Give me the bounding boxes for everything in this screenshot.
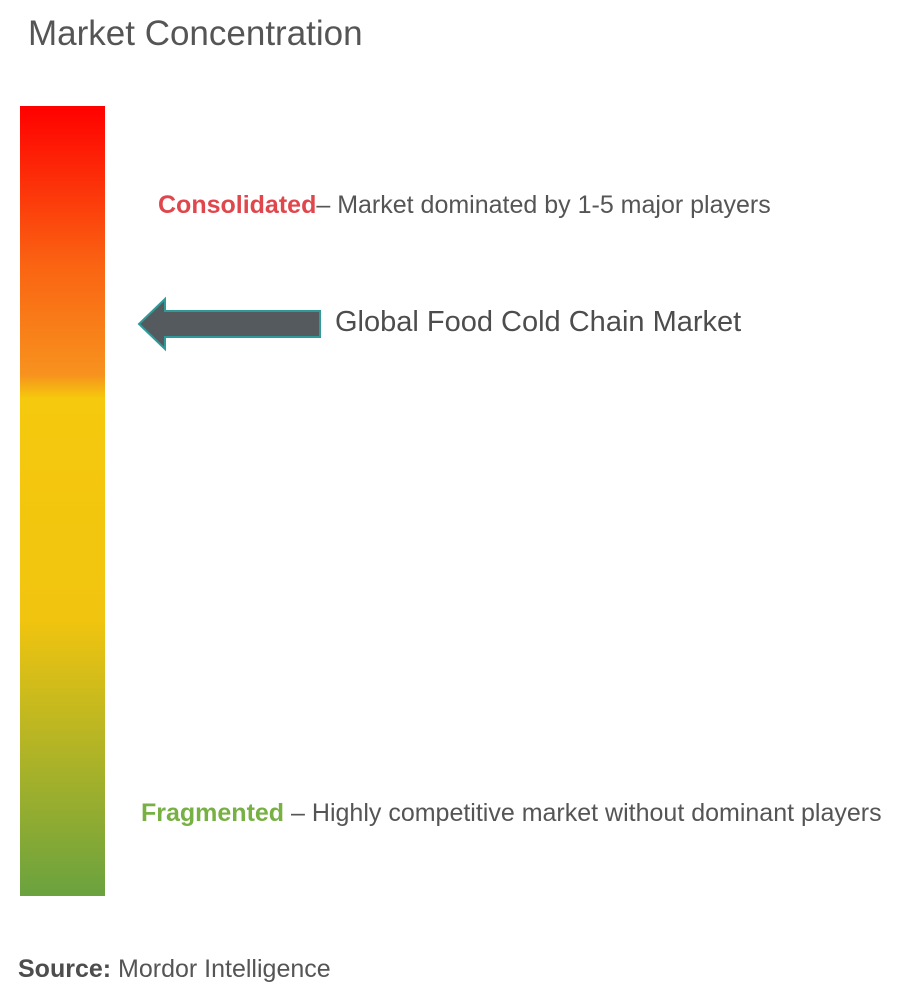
- consolidated-description: – Market dominated by 1-5 major players: [316, 191, 771, 219]
- market-name-label: Global Food Cold Chain Market: [335, 306, 742, 338]
- source-label: Source:: [18, 955, 112, 983]
- source-value: Mordor Intelligence: [118, 955, 331, 983]
- concentration-gradient-bar: [20, 106, 105, 896]
- source-note: Source: Mordor Intelligence: [18, 955, 331, 984]
- consolidated-legend: Consolidated– Market dominated by 1-5 ma…: [158, 191, 771, 220]
- arrow-shape: [137, 296, 321, 352]
- gradient-fill: [20, 106, 105, 896]
- fragmented-label: Fragmented: [141, 799, 285, 827]
- chart-title: Market Concentration: [28, 14, 363, 53]
- fragmented-description: – Highly competitive market without domi…: [291, 799, 882, 827]
- market-position-arrow-icon: [137, 296, 321, 352]
- fragmented-legend: Fragmented – Highly competitive market w…: [141, 786, 901, 840]
- consolidated-label: Consolidated: [158, 191, 317, 219]
